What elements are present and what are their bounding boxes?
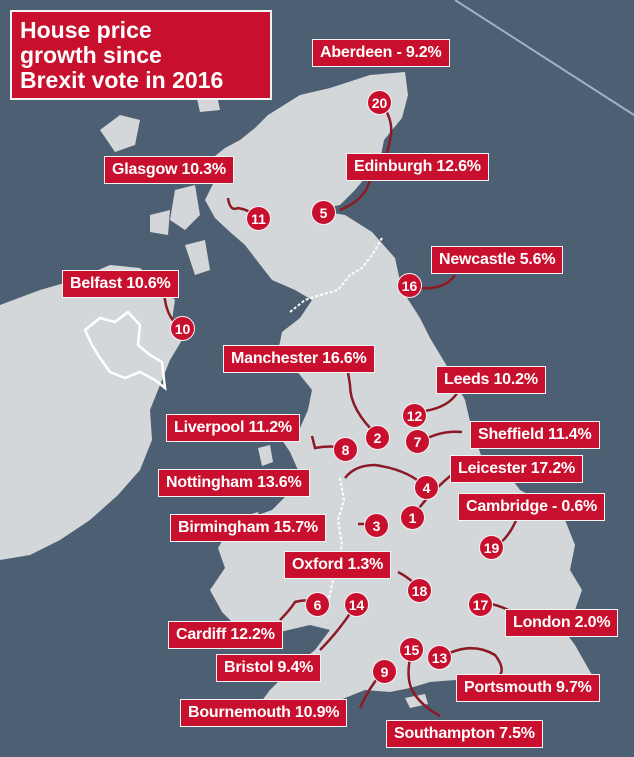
- city-label-glasgow: Glasgow 10.3%: [104, 156, 234, 184]
- wales-england-border: [321, 477, 346, 616]
- corner-line: [454, 0, 634, 116]
- city-label-southampton: Southampton 7.5%: [386, 720, 543, 748]
- rank-marker-birmingham: 3: [364, 513, 389, 538]
- city-label-bristol: Bristol 9.4%: [216, 654, 322, 682]
- rank-marker-manchester: 2: [365, 425, 390, 450]
- city-label-cambridge: Cambridge - 0.6%: [458, 493, 606, 521]
- city-label-sheffield: Sheffield 11.4%: [470, 421, 600, 449]
- city-label-belfast: Belfast 10.6%: [62, 270, 179, 298]
- city-label-newcastle: Newcastle 5.6%: [431, 246, 564, 274]
- city-label-liverpool: Liverpool 11.2%: [166, 414, 300, 442]
- city-label-leeds: Leeds 10.2%: [436, 366, 546, 394]
- rank-marker-oxford: 18: [407, 578, 432, 603]
- city-label-nottingham: Nottingham 13.6%: [158, 469, 310, 497]
- city-label-london: London 2.0%: [505, 609, 619, 637]
- map-title: House price growth since Brexit vote in …: [10, 10, 272, 100]
- rank-marker-southampton: 15: [399, 637, 424, 662]
- ireland-landmass: [0, 265, 182, 560]
- rank-marker-london: 17: [468, 592, 493, 617]
- city-label-birmingham: Birmingham 15.7%: [170, 514, 326, 542]
- city-label-oxford: Oxford 1.3%: [284, 551, 392, 579]
- rank-marker-cambridge: 19: [479, 535, 504, 560]
- city-label-edinburgh: Edinburgh 12.6%: [346, 153, 489, 181]
- rank-marker-bristol: 14: [344, 592, 369, 617]
- rank-marker-glasgow: 11: [246, 206, 271, 231]
- rank-marker-sheffield: 7: [405, 429, 430, 454]
- city-label-portsmouth: Portsmouth 9.7%: [456, 674, 600, 702]
- rank-marker-belfast: 10: [170, 316, 195, 341]
- title-line-1: House price: [20, 17, 152, 43]
- title-line-3: Brexit vote in 2016: [20, 67, 224, 93]
- city-label-leicester: Leicester 17.2%: [450, 455, 584, 483]
- rank-marker-edinburgh: 5: [311, 200, 336, 225]
- city-label-manchester: Manchester 16.6%: [223, 345, 375, 373]
- northern-ireland-border: [83, 310, 167, 391]
- rank-marker-aberdeen: 20: [367, 90, 392, 115]
- scotland-england-border: [289, 237, 383, 313]
- city-label-cardiff: Cardiff 12.2%: [168, 621, 283, 649]
- city-label-aberdeen: Aberdeen - 9.2%: [312, 39, 450, 67]
- rank-marker-portsmouth: 13: [427, 645, 452, 670]
- city-label-bournemouth: Bournemouth 10.9%: [180, 699, 348, 727]
- rank-marker-cardiff: 6: [305, 592, 330, 617]
- rank-marker-leeds: 12: [402, 403, 427, 428]
- rank-marker-bournemouth: 9: [372, 659, 397, 684]
- title-line-2: growth since: [20, 42, 162, 68]
- rank-marker-liverpool: 8: [333, 437, 358, 462]
- rank-marker-leicester: 1: [400, 505, 425, 530]
- isle-of-man: [258, 445, 273, 466]
- rank-marker-nottingham: 4: [414, 475, 439, 500]
- rank-marker-newcastle: 16: [397, 273, 422, 298]
